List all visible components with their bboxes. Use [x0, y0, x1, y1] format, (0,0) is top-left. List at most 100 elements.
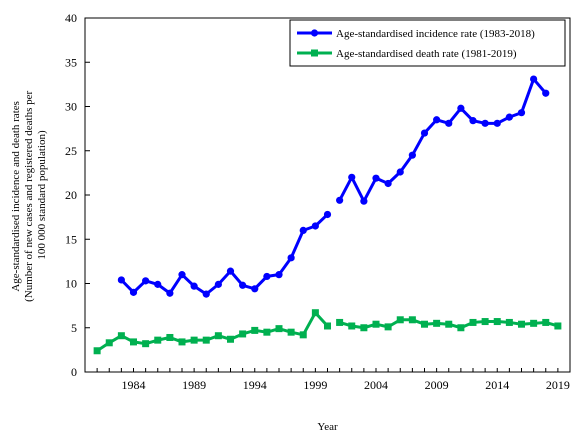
data-point [190, 336, 198, 344]
data-point [469, 117, 477, 125]
x-tick-label: 1994 [243, 378, 267, 392]
y-tick-label: 30 [65, 100, 77, 114]
data-point [421, 320, 428, 328]
data-point [166, 333, 174, 341]
data-point [360, 197, 368, 205]
data-point [166, 289, 174, 297]
x-tick-label: 2014 [485, 378, 509, 392]
data-point [384, 179, 392, 188]
data-point [530, 319, 538, 327]
x-tick-label: 1999 [303, 378, 327, 392]
data-point [542, 89, 550, 97]
data-point [348, 322, 356, 330]
data-point [154, 336, 162, 344]
data-point [517, 109, 526, 117]
data-point [493, 318, 501, 326]
data-point [287, 254, 295, 262]
x-tick-label: 1989 [182, 378, 206, 392]
y-tick-label: 5 [71, 321, 77, 335]
data-point [420, 129, 429, 137]
legend-label: Age-standardised death rate (1981-2019) [336, 48, 517, 60]
data-point [445, 320, 453, 328]
data-point [396, 316, 404, 324]
data-point [554, 322, 562, 330]
y-axis-title-line-3: 100 000 standard population) [36, 130, 48, 260]
data-point [360, 324, 368, 332]
series-layer [93, 75, 562, 355]
data-point [263, 328, 271, 336]
data-point [178, 338, 186, 346]
data-point [214, 280, 222, 288]
data-point [239, 281, 247, 289]
data-point [445, 119, 453, 127]
data-point [129, 288, 138, 296]
data-point [457, 324, 465, 332]
data-point [530, 75, 538, 83]
data-point [299, 226, 307, 234]
x-tick-label: 2019 [546, 378, 570, 392]
data-point [336, 196, 344, 204]
data-point [396, 168, 404, 176]
y-tick-label: 10 [65, 277, 77, 291]
y-tick-label: 20 [65, 188, 77, 202]
data-point [214, 332, 222, 340]
data-point [105, 339, 113, 347]
data-point [227, 335, 234, 343]
legend-marker [310, 29, 319, 37]
data-point [505, 113, 513, 121]
x-tick-label: 2004 [364, 378, 388, 392]
data-point [178, 271, 186, 279]
data-point [190, 282, 198, 290]
data-point [324, 322, 331, 330]
data-point [481, 318, 489, 326]
y-axis-title-line-1: Age-standardised incidence and death rat… [10, 101, 22, 292]
series-line [120, 213, 329, 296]
series-death-rate [93, 309, 562, 355]
data-point [251, 326, 259, 334]
legend-marker [311, 49, 318, 57]
data-point [323, 210, 332, 219]
y-axis-title: Age-standardised incidence and death rat… [10, 88, 48, 302]
legend: Age-standardised incidence rate (1983-20… [289, 19, 566, 67]
data-point [275, 325, 283, 333]
data-point [117, 276, 125, 284]
data-point [263, 272, 271, 281]
data-point [154, 280, 162, 288]
data-point [372, 320, 380, 328]
data-point [408, 316, 416, 324]
x-axis: 1984 1989 1994 1999 2004 2009 2014 2019 [96, 368, 570, 392]
legend-label: Age-standardised incidence rate (1983-20… [336, 28, 535, 40]
data-point [384, 323, 392, 331]
data-point [311, 309, 319, 317]
data-point [457, 104, 465, 112]
x-tick-label: 1984 [122, 378, 146, 392]
data-point [408, 151, 416, 159]
data-point [433, 116, 441, 124]
x-axis-title: Year [317, 421, 338, 433]
y-tick-label: 25 [65, 144, 77, 158]
data-point [130, 338, 137, 346]
data-point [202, 290, 210, 298]
data-point [336, 318, 344, 326]
data-point [202, 336, 210, 344]
data-point [287, 328, 295, 336]
data-point [469, 318, 477, 326]
data-point [117, 332, 125, 340]
data-point [481, 119, 489, 127]
data-point [518, 320, 525, 328]
data-point [433, 319, 441, 327]
data-point [493, 119, 501, 127]
data-point [142, 340, 150, 348]
data-point [275, 271, 283, 279]
y-axis: 0 5 10 15 20 25 30 35 40 [65, 11, 90, 379]
data-point [251, 285, 259, 293]
data-point [311, 222, 319, 230]
data-point [142, 277, 150, 285]
y-tick-label: 0 [71, 365, 77, 379]
y-axis-title-line-2: (Number of new cases and registered deat… [23, 91, 35, 302]
data-point [348, 173, 356, 181]
data-point [542, 318, 550, 326]
data-point [505, 318, 513, 326]
data-point [93, 347, 101, 355]
